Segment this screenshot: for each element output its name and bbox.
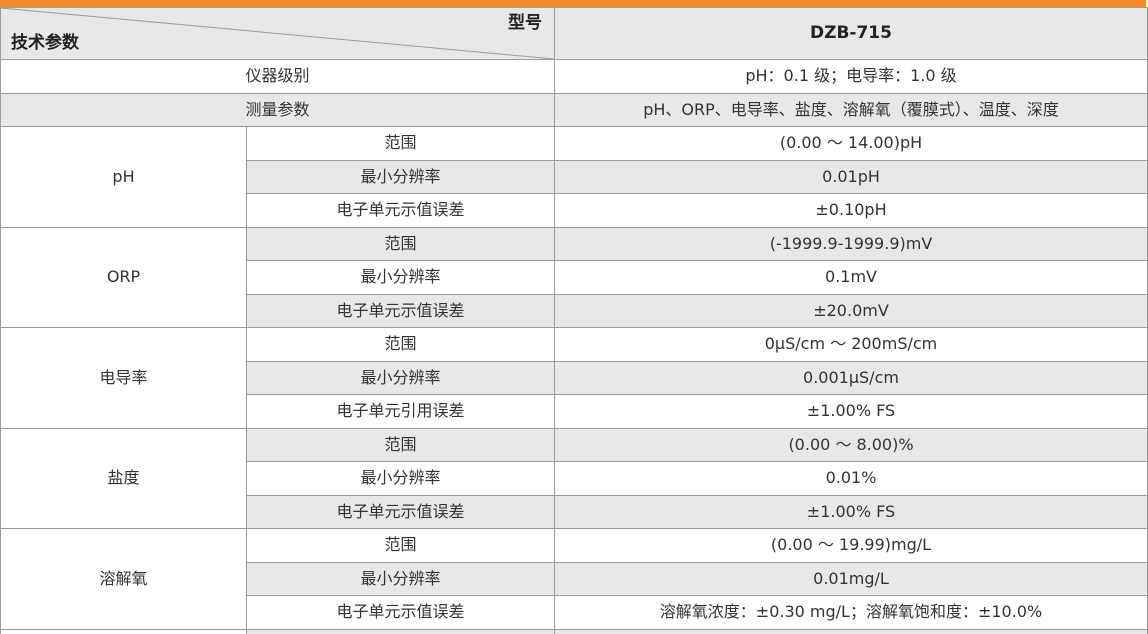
- param-value-cell: 0.01pH: [554, 159, 1148, 194]
- info-row-label: 仪器级别: [0, 59, 555, 94]
- table-row: 溶解氧 范围 (0.00 ～ 19.99)mg/L: [0, 528, 1148, 630]
- param-value-cell: ±1.00% FS: [554, 494, 1148, 529]
- table-row: 电子单元示值误差 ±1.00% FS: [0, 494, 1148, 529]
- table-row: pH 范围 (0.00 ～ 14.00)pH: [0, 126, 1148, 228]
- param-label-cell: 范围: [246, 126, 555, 161]
- group-name-cell-conductivity: 电导率: [0, 327, 247, 429]
- table-row: 最小分辨率 0.01pH: [0, 159, 1148, 194]
- param-label-cell: 电子单元示值误差: [246, 595, 555, 630]
- group-name-cell-salinity: 盐度: [0, 427, 247, 529]
- param-value-cell: (-1999.9-1999.9)mV: [554, 226, 1148, 261]
- param-value-cell: 0.01%: [554, 461, 1148, 496]
- table-header-row: 型号 技术参数 DZB-715: [0, 7, 1148, 60]
- spec-table: 型号 技术参数 DZB-715 仪器级别 pH：0.1 级；电导率：1.0 级 …: [0, 7, 1148, 634]
- param-value-cell: [554, 628, 1148, 634]
- param-value-cell: ±20.0mV: [554, 293, 1148, 328]
- header-model-label: 型号: [508, 13, 542, 33]
- group-name-cell-dissolved-oxygen: 溶解氧: [0, 528, 247, 630]
- param-label-cell: 范围: [246, 226, 555, 261]
- group-name-cell-next: [0, 628, 247, 634]
- group-name-cell-orp: ORP: [0, 226, 247, 328]
- param-value-cell: ±1.00% FS: [554, 394, 1148, 429]
- param-value-cell: 0.1mV: [554, 260, 1148, 295]
- header-param-label: 技术参数: [11, 32, 79, 53]
- info-row-value: pH、ORP、电导率、盐度、溶解氧（覆膜式）、温度、深度: [554, 92, 1148, 127]
- table-row: 盐度 范围 (0.00 ～ 8.00)%: [0, 427, 1148, 529]
- table-row: 电子单元示值误差 溶解氧浓度：±0.30 mg/L；溶解氧饱和度：±10.0%: [0, 595, 1148, 630]
- param-value-cell: 0μS/cm ～ 200mS/cm: [554, 327, 1148, 362]
- param-label-cell: 电子单元引用误差: [246, 394, 555, 429]
- param-value-cell: 0.001μS/cm: [554, 360, 1148, 395]
- table-row: 电子单元引用误差 ±1.00% FS: [0, 394, 1148, 429]
- model-header-cell: DZB-715: [554, 7, 1148, 60]
- info-row-value: pH：0.1 级；电导率：1.0 级: [554, 59, 1148, 94]
- param-label-cell: [246, 628, 555, 634]
- table-row: 电导率 范围 0μS/cm ～ 200mS/cm: [0, 327, 1148, 429]
- param-value-cell: (0.00 ～ 14.00)pH: [554, 126, 1148, 161]
- param-label-cell: 范围: [246, 327, 555, 362]
- param-label-cell: 范围: [246, 528, 555, 563]
- param-label-cell: 最小分辨率: [246, 360, 555, 395]
- param-label-cell: 最小分辨率: [246, 159, 555, 194]
- param-label-cell: 最小分辨率: [246, 561, 555, 596]
- param-value-cell: (0.00 ～ 19.99)mg/L: [554, 528, 1148, 563]
- top-accent-bar: [0, 0, 1146, 7]
- header-corner-cell: 型号 技术参数: [0, 7, 555, 60]
- table-row: 仪器级别 pH：0.1 级；电导率：1.0 级: [0, 59, 1148, 94]
- table-row: 测量参数 pH、ORP、电导率、盐度、溶解氧（覆膜式）、温度、深度: [0, 92, 1148, 127]
- param-label-cell: 电子单元示值误差: [246, 193, 555, 228]
- group-name-cell-ph: pH: [0, 126, 247, 228]
- table-row: ORP 范围 (-1999.9-1999.9)mV: [0, 226, 1148, 328]
- param-label-cell: 电子单元示值误差: [246, 494, 555, 529]
- param-value-cell: 0.01mg/L: [554, 561, 1148, 596]
- table-row-cutoff: [0, 628, 1148, 634]
- param-label-cell: 最小分辨率: [246, 461, 555, 496]
- param-label-cell: 电子单元示值误差: [246, 293, 555, 328]
- info-row-label: 测量参数: [0, 92, 555, 127]
- param-value-cell: 溶解氧浓度：±0.30 mg/L；溶解氧饱和度：±10.0%: [554, 595, 1148, 630]
- diagonal-divider-line: [1, 8, 554, 59]
- param-value-cell: (0.00 ～ 8.00)%: [554, 427, 1148, 462]
- param-label-cell: 最小分辨率: [246, 260, 555, 295]
- param-label-cell: 范围: [246, 427, 555, 462]
- param-value-cell: ±0.10pH: [554, 193, 1148, 228]
